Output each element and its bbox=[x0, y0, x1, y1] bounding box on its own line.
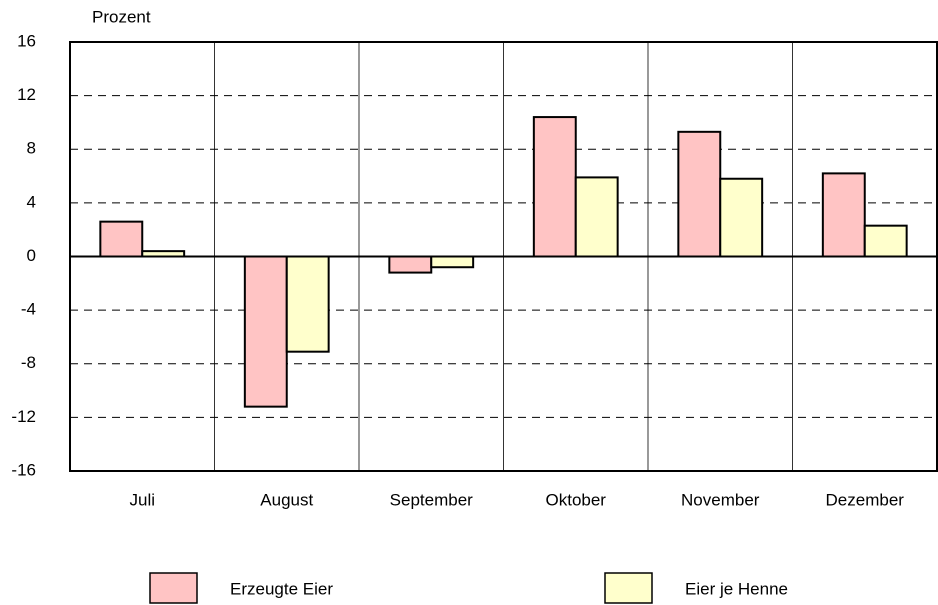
x-tick-label: Oktober bbox=[546, 490, 607, 509]
bar bbox=[243, 255, 288, 408]
bar bbox=[532, 116, 577, 258]
y-axis-label: Prozent bbox=[92, 7, 151, 26]
y-tick-label: -16 bbox=[11, 460, 36, 479]
legend-swatch bbox=[149, 572, 198, 604]
x-tick-label: Dezember bbox=[826, 490, 905, 509]
y-tick-label: -12 bbox=[11, 407, 36, 426]
legend-swatch bbox=[604, 572, 653, 604]
y-tick-label: 8 bbox=[27, 139, 36, 158]
bar bbox=[863, 224, 908, 258]
plot-frame bbox=[69, 41, 938, 472]
x-tick-label: Juli bbox=[129, 490, 155, 509]
bar bbox=[719, 177, 764, 258]
legend-label: Eier je Henne bbox=[685, 579, 788, 598]
y-tick-label: 12 bbox=[17, 85, 36, 104]
legend-label: Erzeugte Eier bbox=[230, 579, 333, 598]
y-tick-label: -8 bbox=[21, 353, 36, 372]
x-tick-label: August bbox=[260, 490, 313, 509]
y-tick-label: 4 bbox=[27, 192, 36, 211]
bar bbox=[574, 176, 619, 258]
bar bbox=[285, 255, 330, 353]
y-tick-label: 0 bbox=[27, 246, 36, 265]
y-tick-label: -4 bbox=[21, 300, 36, 319]
x-tick-label: September bbox=[390, 490, 473, 509]
bar bbox=[430, 255, 475, 269]
bar bbox=[821, 172, 866, 258]
bar bbox=[99, 220, 144, 258]
y-tick-label: 16 bbox=[17, 31, 36, 50]
bar bbox=[388, 255, 433, 274]
bar bbox=[677, 130, 722, 258]
x-tick-label: November bbox=[681, 490, 760, 509]
